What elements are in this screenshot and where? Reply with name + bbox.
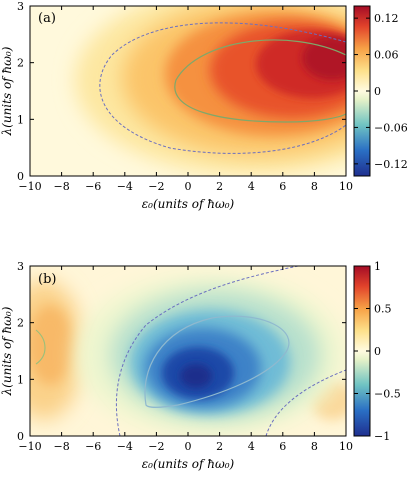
colorbar-tick-label-b: 1	[374, 260, 381, 273]
panel-label-b: (b)	[38, 272, 56, 287]
x-tick-label-a: −4	[117, 180, 133, 193]
x-tick-label-b: −4	[117, 440, 133, 453]
y-tick-label-a: 0	[17, 170, 24, 183]
x-tick-label-a: 6	[279, 180, 286, 193]
x-tick-label-b: −10	[18, 440, 41, 453]
x-tick-label-a: 2	[216, 180, 223, 193]
y-tick-label-b: 3	[17, 260, 24, 273]
y-tick-label-a: 2	[17, 57, 24, 70]
x-tick-label-b: −8	[53, 440, 69, 453]
y-tick-label-a: 3	[17, 0, 24, 13]
x-tick-label-b: 4	[248, 440, 255, 453]
x-axis-label-a: ε₀(units of ħω₀)	[142, 197, 235, 211]
y-axis-label-b: λ(units of ħω₀)	[0, 306, 14, 396]
x-tick-label-b: −6	[85, 440, 101, 453]
colorbar-tick-label-a: 0.12	[374, 12, 399, 25]
heatmap-a	[30, 6, 346, 176]
x-tick-label-a: −8	[53, 180, 69, 193]
contour-a-outer	[99, 22, 346, 154]
colorbar-tick-label-b: 0	[374, 345, 381, 358]
y-tick-label-b: 2	[17, 317, 24, 330]
x-tick-label-b: 6	[279, 440, 286, 453]
y-tick-label-b: 0	[17, 430, 24, 443]
colorbar-tick-label-b: −1	[374, 430, 390, 443]
x-tick-label-a: 10	[339, 180, 353, 193]
colorbar-tick-label-a: 0.06	[374, 49, 399, 62]
x-tick-label-b: −2	[148, 440, 164, 453]
contour-b-right	[265, 369, 346, 436]
x-tick-label-a: −10	[18, 180, 41, 193]
contour-a-inner	[174, 39, 346, 123]
contour-b-inner	[144, 315, 290, 408]
x-tick-label-b: 0	[185, 440, 192, 453]
y-tick-label-b: 1	[17, 373, 24, 386]
x-tick-label-b: 2	[216, 440, 223, 453]
x-tick-label-a: −6	[85, 180, 101, 193]
x-tick-label-b: 10	[339, 440, 353, 453]
colorbar-tick-label-b: −0.5	[374, 388, 401, 401]
colorbar-tick-label-a: −0.12	[374, 158, 408, 171]
contour-b-left	[115, 266, 299, 436]
x-tick-label-a: 0	[185, 180, 192, 193]
colorbar-tick-label-a: 0	[374, 85, 381, 98]
colorbar-tick-label-b: 0.5	[374, 303, 392, 316]
x-tick-label-a: 8	[311, 180, 318, 193]
y-axis-label-a: λ(units of ħω₀)	[0, 46, 14, 136]
x-axis-label-b: ε₀(units of ħω₀)	[142, 457, 235, 471]
x-tick-label-b: 8	[311, 440, 318, 453]
colorbar-tick-label-a: −0.06	[374, 121, 408, 134]
panel-label-a: (a)	[38, 11, 56, 26]
x-tick-label-a: 4	[248, 180, 255, 193]
x-tick-label-a: −2	[148, 180, 164, 193]
y-tick-label-a: 1	[17, 113, 24, 126]
contour-b-edge	[35, 329, 46, 365]
heatmap-b	[30, 266, 346, 436]
